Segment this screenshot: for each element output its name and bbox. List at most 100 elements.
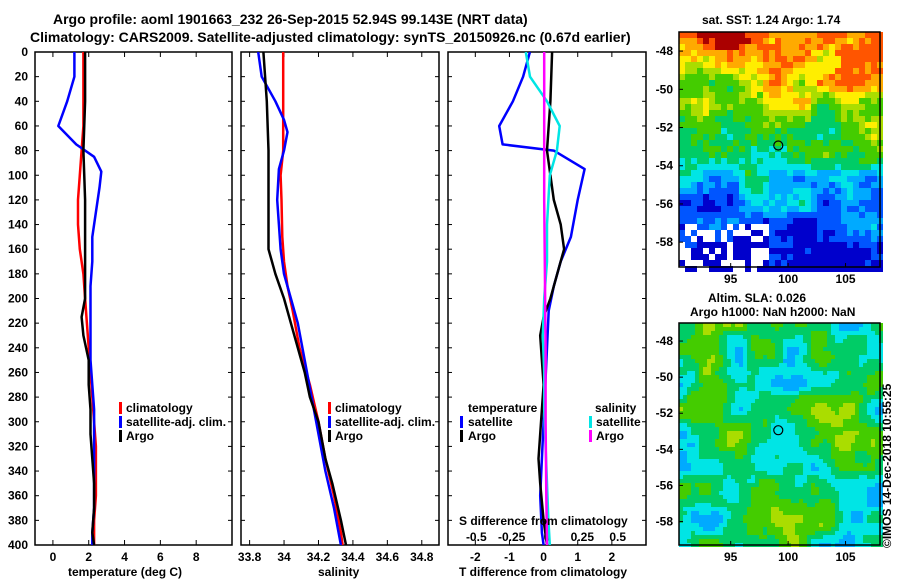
- sla-cell: [815, 451, 819, 455]
- sla-cell: [707, 403, 711, 407]
- sst-cell: [763, 128, 769, 134]
- sla-cell: [843, 471, 847, 475]
- sst-cell: [745, 122, 751, 128]
- sla-cell: [703, 379, 707, 383]
- sla-cell: [723, 399, 727, 403]
- sla-cell: [839, 463, 843, 467]
- sla-cell: [787, 515, 791, 519]
- sla-cell: [855, 427, 859, 431]
- sla-cell: [715, 515, 719, 519]
- sst-cell: [853, 80, 859, 86]
- sst-cell: [757, 248, 763, 254]
- sst-cell: [745, 188, 751, 194]
- sla-cell: [695, 535, 699, 539]
- sst-cell: [703, 140, 709, 146]
- sla-cell: [875, 523, 879, 527]
- depth-tick-label: 0: [21, 45, 28, 59]
- sla-cell: [835, 491, 839, 495]
- sla-cell: [691, 367, 695, 371]
- difference-axis-label: T difference from climatology: [459, 565, 627, 579]
- sla-cell: [747, 527, 751, 531]
- sst-cell: [739, 56, 745, 62]
- sla-cell: [819, 419, 823, 423]
- sla-cell: [879, 507, 883, 511]
- sst-cell: [841, 224, 847, 230]
- s-tick-label: 0.5: [609, 530, 626, 544]
- sla-cell: [783, 335, 787, 339]
- sst-cell: [787, 50, 793, 56]
- sst-cell: [721, 194, 727, 200]
- sst-cell: [781, 140, 787, 146]
- sla-cell: [795, 487, 799, 491]
- sst-cell: [745, 116, 751, 122]
- sla-cell: [791, 531, 795, 535]
- sst-cell: [871, 212, 877, 218]
- sst-cell: [835, 254, 841, 260]
- sla-cell: [687, 475, 691, 479]
- legend-swatch-t-argo: [460, 430, 463, 442]
- sla-cell: [867, 475, 871, 479]
- sst-cell: [757, 242, 763, 248]
- sla-cell: [699, 403, 703, 407]
- sla-cell: [687, 463, 691, 467]
- sla-cell: [811, 323, 815, 327]
- sst-cell: [715, 254, 721, 260]
- sst-cell: [679, 80, 685, 86]
- sla-cell: [847, 347, 851, 351]
- sla-cell: [879, 467, 883, 471]
- sla-cell: [771, 339, 775, 343]
- sla-cell: [735, 359, 739, 363]
- sla-cell: [799, 391, 803, 395]
- sla-cell: [687, 523, 691, 527]
- temperature-lines: [57, 52, 103, 545]
- sla-cell: [767, 391, 771, 395]
- sla-cell: [679, 367, 683, 371]
- sla-map-title-line2: Argo h1000: NaN h2000: NaN: [690, 305, 855, 319]
- sst-cell: [709, 182, 715, 188]
- sla-cell: [695, 331, 699, 335]
- sst-cell: [823, 206, 829, 212]
- sla-cell: [831, 347, 835, 351]
- sla-cell: [719, 451, 723, 455]
- sst-cell: [853, 158, 859, 164]
- sst-cell: [811, 218, 817, 224]
- sst-cell: [805, 38, 811, 44]
- sst-cell: [745, 248, 751, 254]
- sla-cell: [867, 423, 871, 427]
- sla-cell: [731, 467, 735, 471]
- sla-cell: [743, 387, 747, 391]
- sla-cell: [775, 475, 779, 479]
- sla-cell: [831, 451, 835, 455]
- sst-cell: [775, 32, 781, 38]
- sst-cell: [835, 62, 841, 68]
- sst-cell: [721, 56, 727, 62]
- sst-cell: [799, 140, 805, 146]
- sst-cell: [697, 230, 703, 236]
- sla-cell: [855, 471, 859, 475]
- sla-cell: [783, 511, 787, 515]
- sst-cell: [721, 218, 727, 224]
- sla-cell: [819, 387, 823, 391]
- sla-cell: [743, 443, 747, 447]
- sla-cell: [751, 323, 755, 327]
- sla-cell: [719, 523, 723, 527]
- sla-cell: [739, 351, 743, 355]
- sst-cell: [871, 194, 877, 200]
- sst-cell: [709, 200, 715, 206]
- sla-cell: [783, 527, 787, 531]
- sst-cell: [751, 62, 757, 68]
- sla-cell: [699, 339, 703, 343]
- sla-cell: [831, 375, 835, 379]
- sst-cell: [745, 158, 751, 164]
- sla-cell: [739, 367, 743, 371]
- sla-cell: [835, 383, 839, 387]
- sla-cell: [855, 475, 859, 479]
- sla-cell: [855, 331, 859, 335]
- sla-cell: [707, 431, 711, 435]
- sla-cell: [699, 519, 703, 523]
- sst-cell: [865, 110, 871, 116]
- sst-cell: [811, 50, 817, 56]
- sla-cell: [703, 411, 707, 415]
- sla-cell: [687, 359, 691, 363]
- sla-cell: [855, 539, 859, 543]
